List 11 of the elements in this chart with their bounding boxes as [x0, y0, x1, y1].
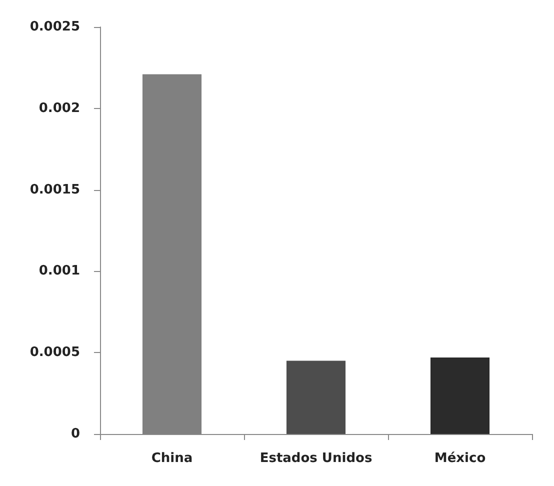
y-tick-label: 0.0015: [30, 182, 80, 198]
x-tick-label: Estados Unidos: [260, 451, 372, 466]
x-tick-label: México: [434, 451, 486, 466]
y-tick-label: 0.0005: [30, 345, 80, 360]
y-tick-label: 0.0025: [30, 20, 80, 34]
y-tick-label: 0.001: [38, 264, 80, 279]
x-tick-label: China: [151, 451, 193, 466]
y-tick-label: 0: [70, 426, 80, 442]
y-tick-label: 0.002: [38, 100, 80, 116]
bar: [286, 360, 346, 434]
bar: [430, 357, 490, 434]
